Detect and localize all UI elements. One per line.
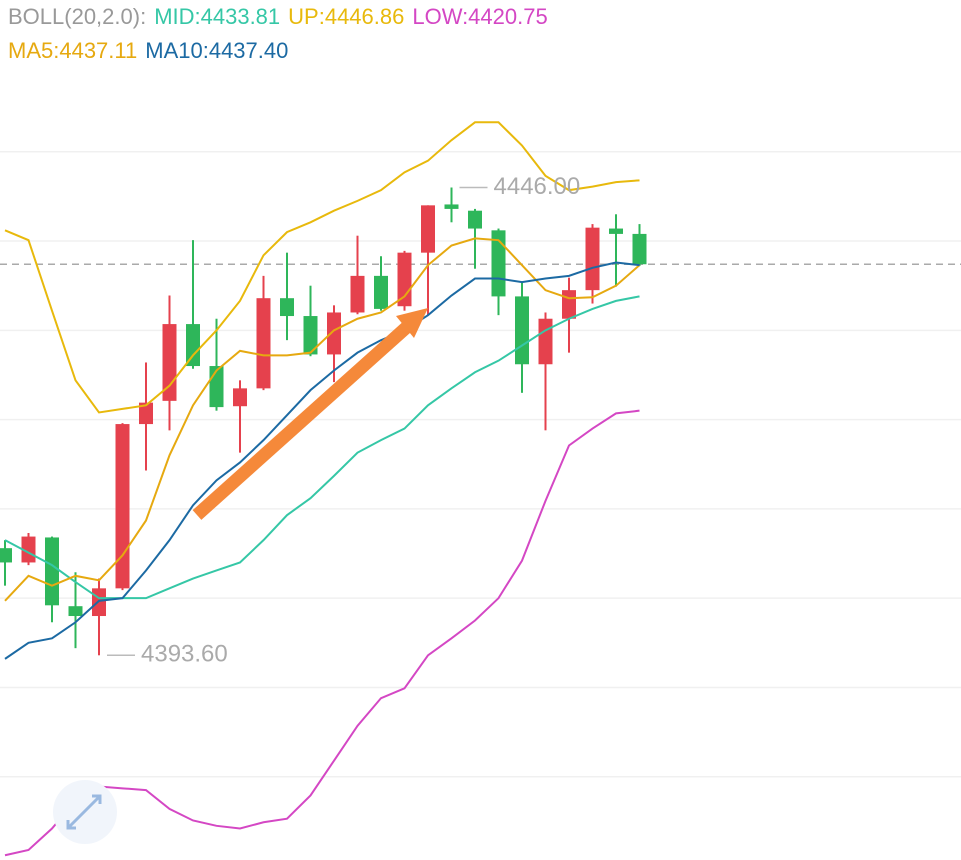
candle-body xyxy=(562,290,576,319)
indicator-legend: BOLL(20,2.0): xyxy=(8,4,146,29)
indicator-line xyxy=(4,121,640,414)
candle-body xyxy=(632,233,647,265)
extreme-label: 4446.00 xyxy=(494,173,581,200)
trend-arrow xyxy=(192,308,428,520)
indicator-line xyxy=(4,261,640,660)
candle-body xyxy=(609,228,623,234)
indicator-legend: MA10:4437.40 xyxy=(145,38,288,63)
candle-body xyxy=(421,205,435,253)
candle-body xyxy=(45,537,59,606)
indicator-line xyxy=(4,295,640,600)
indicator-legend: MID:4433.81 xyxy=(154,4,280,29)
candle-body xyxy=(186,324,200,367)
candle-body xyxy=(233,388,247,407)
header: BOLL(20,2.0): MID:4433.81 UP:4446.86 LOW:44… xyxy=(8,4,548,63)
extreme-label: 4393.60 xyxy=(141,641,228,668)
indicator-legend: MA5:4437.11 xyxy=(8,38,137,63)
candle-body xyxy=(0,548,12,563)
candle-body xyxy=(280,298,294,317)
candle-body xyxy=(444,204,459,209)
candle-body xyxy=(468,210,482,229)
candle-body xyxy=(115,424,130,589)
indicator-legend: LOW:4420.75 xyxy=(412,4,547,29)
candle-body xyxy=(374,275,388,309)
candle-body xyxy=(21,536,36,563)
zoom-icon-arrows xyxy=(66,794,102,830)
candle-body xyxy=(303,316,318,355)
trend-arrow-head xyxy=(396,308,428,338)
indicator-line xyxy=(4,237,641,602)
candle-body xyxy=(397,252,412,307)
candle-body xyxy=(350,275,365,313)
candle-body xyxy=(538,318,553,365)
candle-body xyxy=(327,312,341,355)
zoom-icon xyxy=(53,780,117,844)
candle-body xyxy=(256,298,271,389)
candle-body xyxy=(68,606,83,617)
candle-body xyxy=(585,227,600,291)
indicator-legend: UP:4446.86 xyxy=(288,4,404,29)
candle-body xyxy=(139,402,153,425)
trend-arrow-shaft xyxy=(192,321,413,520)
indicator-line xyxy=(4,409,640,857)
candle-body xyxy=(515,296,529,365)
